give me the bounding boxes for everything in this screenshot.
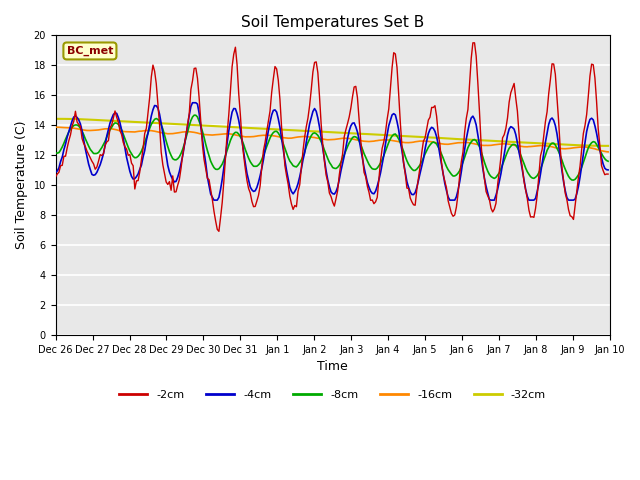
Legend: -2cm, -4cm, -8cm, -16cm, -32cm: -2cm, -4cm, -8cm, -16cm, -32cm — [115, 385, 550, 404]
Y-axis label: Soil Temperature (C): Soil Temperature (C) — [15, 121, 28, 250]
Text: BC_met: BC_met — [67, 46, 113, 56]
X-axis label: Time: Time — [317, 360, 348, 373]
Title: Soil Temperatures Set B: Soil Temperatures Set B — [241, 15, 424, 30]
